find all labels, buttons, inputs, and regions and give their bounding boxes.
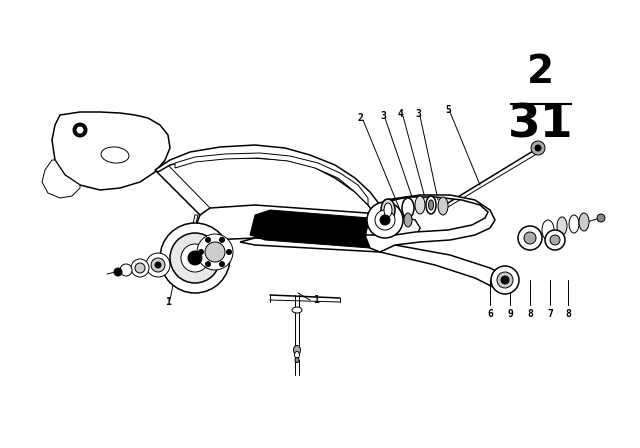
Circle shape: [545, 230, 565, 250]
Ellipse shape: [579, 213, 589, 231]
Polygon shape: [195, 205, 420, 245]
Ellipse shape: [557, 217, 567, 235]
Text: 8: 8: [527, 309, 533, 319]
Text: 3: 3: [380, 111, 386, 121]
Text: 3: 3: [415, 109, 421, 119]
Circle shape: [151, 258, 165, 272]
Text: 9: 9: [507, 309, 513, 319]
Ellipse shape: [402, 198, 414, 218]
Circle shape: [205, 262, 211, 267]
Text: 7: 7: [547, 309, 553, 319]
Circle shape: [135, 263, 145, 273]
Polygon shape: [155, 145, 385, 220]
Ellipse shape: [415, 196, 425, 214]
Ellipse shape: [381, 199, 395, 221]
Text: 2: 2: [527, 53, 554, 90]
Circle shape: [205, 242, 225, 262]
Polygon shape: [365, 205, 420, 252]
Ellipse shape: [429, 200, 433, 210]
Ellipse shape: [294, 345, 301, 354]
Text: 4: 4: [398, 109, 404, 119]
Ellipse shape: [294, 352, 300, 358]
Ellipse shape: [101, 147, 129, 163]
Ellipse shape: [426, 196, 436, 214]
Circle shape: [531, 141, 545, 155]
Ellipse shape: [569, 215, 579, 233]
Circle shape: [160, 223, 230, 293]
Ellipse shape: [404, 213, 412, 227]
Circle shape: [131, 259, 149, 277]
Ellipse shape: [384, 203, 392, 217]
Ellipse shape: [295, 358, 299, 362]
Ellipse shape: [292, 307, 302, 313]
Circle shape: [181, 244, 209, 272]
Circle shape: [73, 123, 87, 137]
Text: 1: 1: [165, 297, 171, 307]
Circle shape: [501, 276, 509, 284]
Circle shape: [524, 232, 536, 244]
Circle shape: [114, 268, 122, 276]
Circle shape: [188, 251, 202, 265]
Ellipse shape: [438, 197, 448, 215]
Circle shape: [76, 126, 84, 134]
Circle shape: [535, 145, 541, 151]
Polygon shape: [175, 153, 368, 205]
Polygon shape: [240, 238, 510, 288]
Polygon shape: [42, 160, 80, 198]
Circle shape: [146, 253, 170, 277]
Circle shape: [497, 272, 513, 288]
Polygon shape: [365, 195, 495, 252]
Circle shape: [197, 234, 233, 270]
Polygon shape: [52, 112, 170, 190]
Circle shape: [220, 237, 225, 242]
Circle shape: [220, 262, 225, 267]
Circle shape: [375, 210, 395, 230]
Ellipse shape: [542, 220, 554, 240]
Circle shape: [380, 215, 390, 225]
Polygon shape: [192, 215, 210, 265]
Circle shape: [518, 226, 542, 250]
Circle shape: [367, 202, 403, 238]
Circle shape: [198, 250, 204, 254]
Text: 1: 1: [313, 295, 319, 305]
Text: 5: 5: [445, 105, 451, 115]
Text: 2: 2: [357, 113, 363, 123]
Circle shape: [155, 262, 161, 268]
Polygon shape: [250, 210, 395, 248]
Circle shape: [491, 266, 519, 294]
Circle shape: [597, 214, 605, 222]
Circle shape: [227, 250, 232, 254]
Text: 8: 8: [565, 309, 571, 319]
Circle shape: [205, 237, 211, 242]
Circle shape: [170, 233, 220, 283]
Circle shape: [120, 264, 132, 276]
Text: 31: 31: [508, 103, 573, 148]
Circle shape: [550, 235, 560, 245]
Text: 6: 6: [487, 309, 493, 319]
